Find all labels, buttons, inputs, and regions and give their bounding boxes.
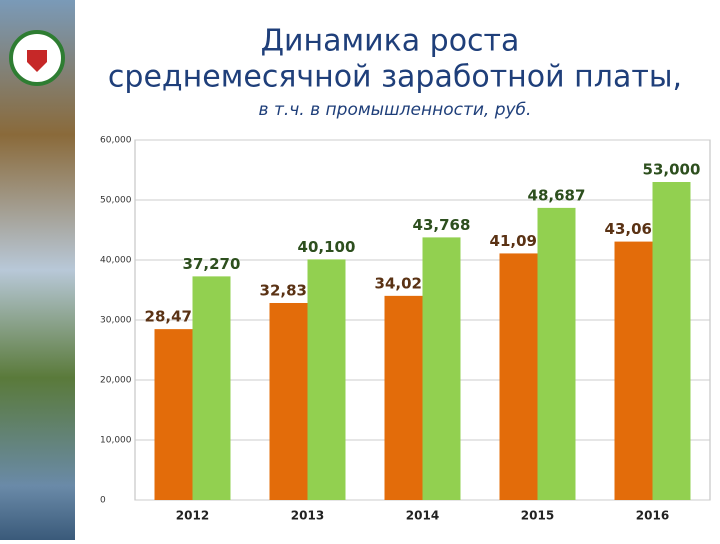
x-tick-label: 2012 (176, 509, 209, 523)
y-tick-label: 30,000 (100, 316, 132, 326)
y-tick-label: 20,000 (100, 376, 132, 386)
bar (614, 241, 653, 501)
y-tick-label: 0 (100, 496, 106, 506)
y-tick-label: 10,000 (100, 436, 132, 446)
value-label: 41,096 (490, 232, 548, 250)
x-tick-label: 2013 (291, 509, 324, 523)
bar (269, 302, 308, 500)
bar (652, 182, 691, 500)
value-label: 32,834 (260, 281, 318, 299)
y-tick-label: 60,000 (100, 136, 132, 146)
title-line-2: среднемесячной заработной платы, (108, 60, 682, 95)
value-label: 37,270 (183, 255, 241, 273)
x-tick-label: 2015 (521, 509, 554, 523)
bar (384, 295, 423, 500)
decorative-strip (0, 0, 75, 540)
x-tick-label: 2014 (406, 509, 439, 523)
emblem-shield (27, 50, 47, 72)
value-label: 34,024 (375, 274, 433, 292)
value-label: 48,687 (528, 186, 586, 204)
y-tick-label: 40,000 (100, 256, 132, 266)
bar (192, 276, 231, 500)
bar (499, 253, 538, 500)
bar (307, 259, 346, 500)
y-tick-label: 50,000 (100, 196, 132, 206)
value-label: 43,768 (413, 216, 471, 234)
bar (422, 237, 461, 500)
bar (537, 207, 576, 501)
bar (154, 329, 193, 500)
value-label: 28,478 (145, 308, 203, 326)
plot: 0 10,000 20,000 30,000 40,000 50,000 60,000 201… (100, 136, 711, 523)
value-label: 43,068 (605, 220, 663, 238)
subtitle: в т.ч. в промышленности, руб. (259, 100, 532, 120)
x-tick-label: 2016 (636, 509, 669, 523)
value-label: 53,000 (643, 161, 701, 179)
title: Динамика роста (261, 24, 520, 59)
value-label: 40,100 (298, 238, 356, 256)
